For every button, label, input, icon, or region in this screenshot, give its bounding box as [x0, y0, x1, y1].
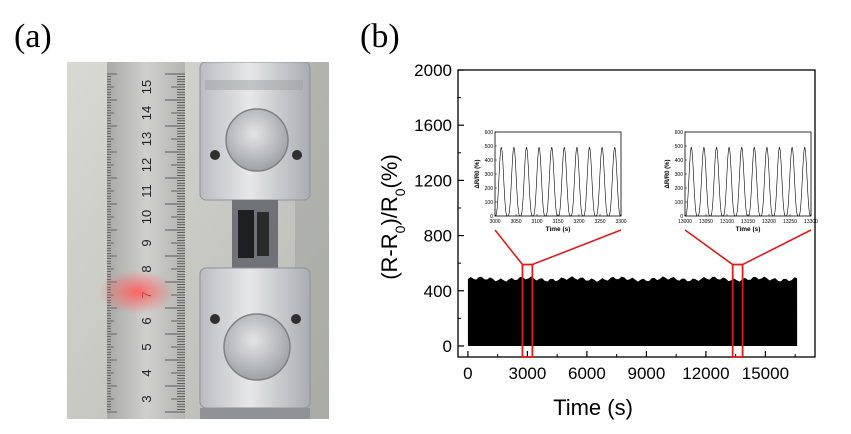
inset-frame [494, 131, 622, 217]
x-tick-label: 15000 [742, 364, 789, 383]
zoom-connector [494, 229, 524, 266]
signal-band [467, 276, 798, 346]
zoom-connector [532, 229, 622, 266]
ruler-number: 10 [139, 210, 154, 224]
ruler-number: 9 [139, 239, 154, 246]
zoom-connector [684, 229, 734, 266]
main-y-ticks: 0 400 800 1200 1600 2000 [414, 61, 464, 356]
panel-label-a: (a) [14, 18, 52, 55]
inset-x-label: Time (s) [736, 226, 761, 233]
inset-y-label: ΔR/R0 (%) [665, 160, 671, 189]
ruler-number: 14 [139, 106, 154, 120]
inset-x-tick-label: 3200 [573, 219, 584, 225]
y-tick-label: 400 [424, 282, 452, 301]
ruler-number: 15 [139, 80, 154, 94]
x-tick-label: 3000 [509, 364, 547, 383]
inset-y-tick-label: 500 [485, 144, 494, 150]
x-tick-label: 9000 [628, 364, 666, 383]
inset-y-label: ΔR/R0 (%) [475, 160, 481, 189]
ruler-number: 13 [139, 132, 154, 146]
inset-y-tick-label: 200 [485, 186, 494, 192]
y-tick-label: 1200 [414, 171, 452, 190]
inset-x-tick-label: 13150 [741, 219, 755, 225]
inset-y-tick-label: 600 [675, 130, 684, 136]
inset-x-tick-label: 13200 [762, 219, 776, 225]
inset-x-tick-label: 3300 [615, 219, 626, 225]
inset-y-tick-label: 100 [485, 200, 494, 206]
inset-y-tick-label: 100 [675, 200, 684, 206]
inset-x-tick-label: 3150 [552, 219, 563, 225]
ruler-number: 12 [139, 158, 154, 172]
inset-x-tick-label: 3250 [594, 219, 605, 225]
ruler-number: 8 [139, 265, 154, 272]
highlight-box [521, 263, 534, 358]
ruler-ticks [107, 73, 185, 413]
ruler-numbers: 1514131211109876543 [139, 80, 154, 403]
main-x-ticks: 0 3000 6000 9000 12000 15000 [463, 351, 796, 383]
y-tick-label: 1600 [414, 116, 452, 135]
ruler-number: 6 [139, 317, 154, 324]
y-tick-label: 0 [443, 337, 452, 356]
inset-y-tick-label: 0 [490, 214, 493, 220]
ruler-number: 5 [139, 343, 154, 350]
x-axis-label: Time (s) [553, 395, 633, 420]
inset-x-tick-label: 13250 [783, 219, 797, 225]
inset-x-tick-label: 3100 [531, 219, 542, 225]
x-tick-label: 6000 [568, 364, 606, 383]
signal-series [467, 276, 798, 346]
y-axis-label: (R-R0)/R0(%) [377, 154, 408, 280]
inset-x-tick-label: 3050 [510, 219, 521, 225]
y-tick-label: 2000 [414, 61, 452, 80]
inset-x-tick-label: 13000 [678, 219, 692, 225]
inset-x-tick-label: 13050 [699, 219, 713, 225]
inset-x-tick-label: 13100 [720, 219, 734, 225]
x-tick-label: 0 [463, 364, 472, 383]
inset-y-tick-label: 200 [675, 186, 684, 192]
inset-x-tick-label: 13300 [804, 219, 818, 225]
inset-y-tick-label: 300 [675, 172, 684, 178]
inset-y-tick-label: 600 [485, 130, 494, 136]
inset-y-tick-label: 0 [680, 214, 683, 220]
inset-y-tick-label: 400 [485, 158, 494, 164]
inset-x-tick-label: 3000 [489, 219, 500, 225]
highlight-box [731, 263, 744, 358]
ruler-number: 3 [139, 395, 154, 402]
inset-waveform [684, 146, 812, 217]
zoom-connector [742, 229, 812, 266]
highlight-boxes [521, 263, 744, 358]
x-tick-label: 12000 [682, 364, 729, 383]
inset-y-tick-label: 300 [485, 172, 494, 178]
svg-text:(R-R0)/R0(%): (R-R0)/R0(%) [377, 154, 408, 280]
ruler-number: 11 [139, 184, 154, 198]
y-tick-label: 800 [424, 227, 452, 246]
inset-y-tick-label: 400 [675, 158, 684, 164]
inset-y-tick-label: 500 [675, 144, 684, 150]
tensile-test-photo: 1514131211109876543 [67, 62, 329, 419]
inset-x-label: Time (s) [546, 226, 571, 233]
inset-frame [684, 131, 812, 217]
inset-waveform [494, 146, 622, 217]
main-plot-frame [457, 69, 816, 358]
photo-illustration: 1514131211109876543 [67, 62, 329, 419]
ruler-number: 4 [139, 369, 154, 376]
panel-label-b: (b) [360, 18, 400, 55]
